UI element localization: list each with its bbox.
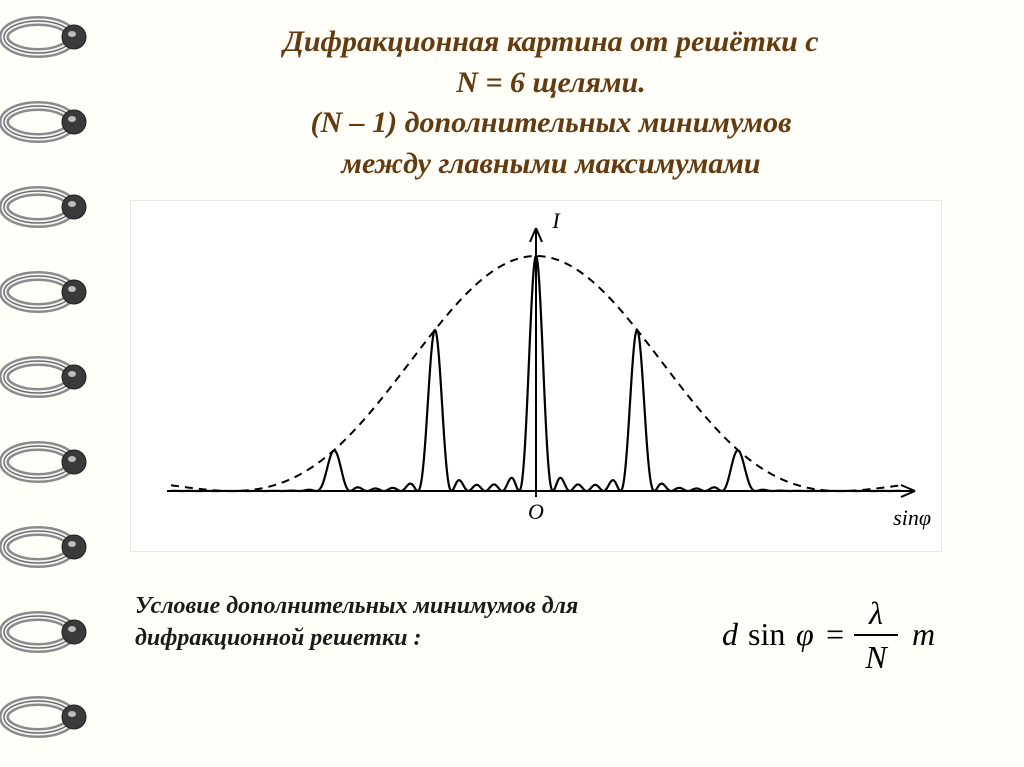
title-line-3: (N – 1) дополнительных минимумов: [311, 106, 792, 139]
title-line-4: между главными максимумами: [341, 147, 760, 180]
formula-eq: =: [826, 616, 844, 652]
formula-sin: sin: [748, 616, 785, 652]
formula-num: λ: [868, 595, 883, 631]
chart-svg: I O sinφ: [131, 201, 941, 551]
caption-line-1: Условие дополнительных минимумов для: [135, 593, 578, 619]
diffraction-chart: I O sinφ: [130, 200, 942, 552]
svg-text:sinφ: sinφ: [893, 505, 931, 530]
formula-m: m: [912, 616, 935, 652]
svg-text:O: O: [528, 499, 544, 524]
formula-den: N: [864, 639, 888, 675]
spiral-binding: [0, 0, 92, 767]
minima-formula: d sin φ = λ N m: [714, 590, 984, 680]
svg-text:I: I: [551, 208, 561, 233]
title-line-2: N = 6 щелями.: [456, 66, 645, 99]
formula-phi: φ: [796, 616, 814, 652]
title-line-1: Дифракционная картина от решётки с: [283, 25, 818, 58]
formula-d: d: [722, 616, 739, 652]
caption-line-2: дифракционной решетки :: [135, 625, 421, 651]
minima-condition-caption: Условие дополнительных минимумов для диф…: [135, 590, 695, 655]
page-title: Дифракционная картина от решётки с N = 6…: [118, 22, 984, 184]
